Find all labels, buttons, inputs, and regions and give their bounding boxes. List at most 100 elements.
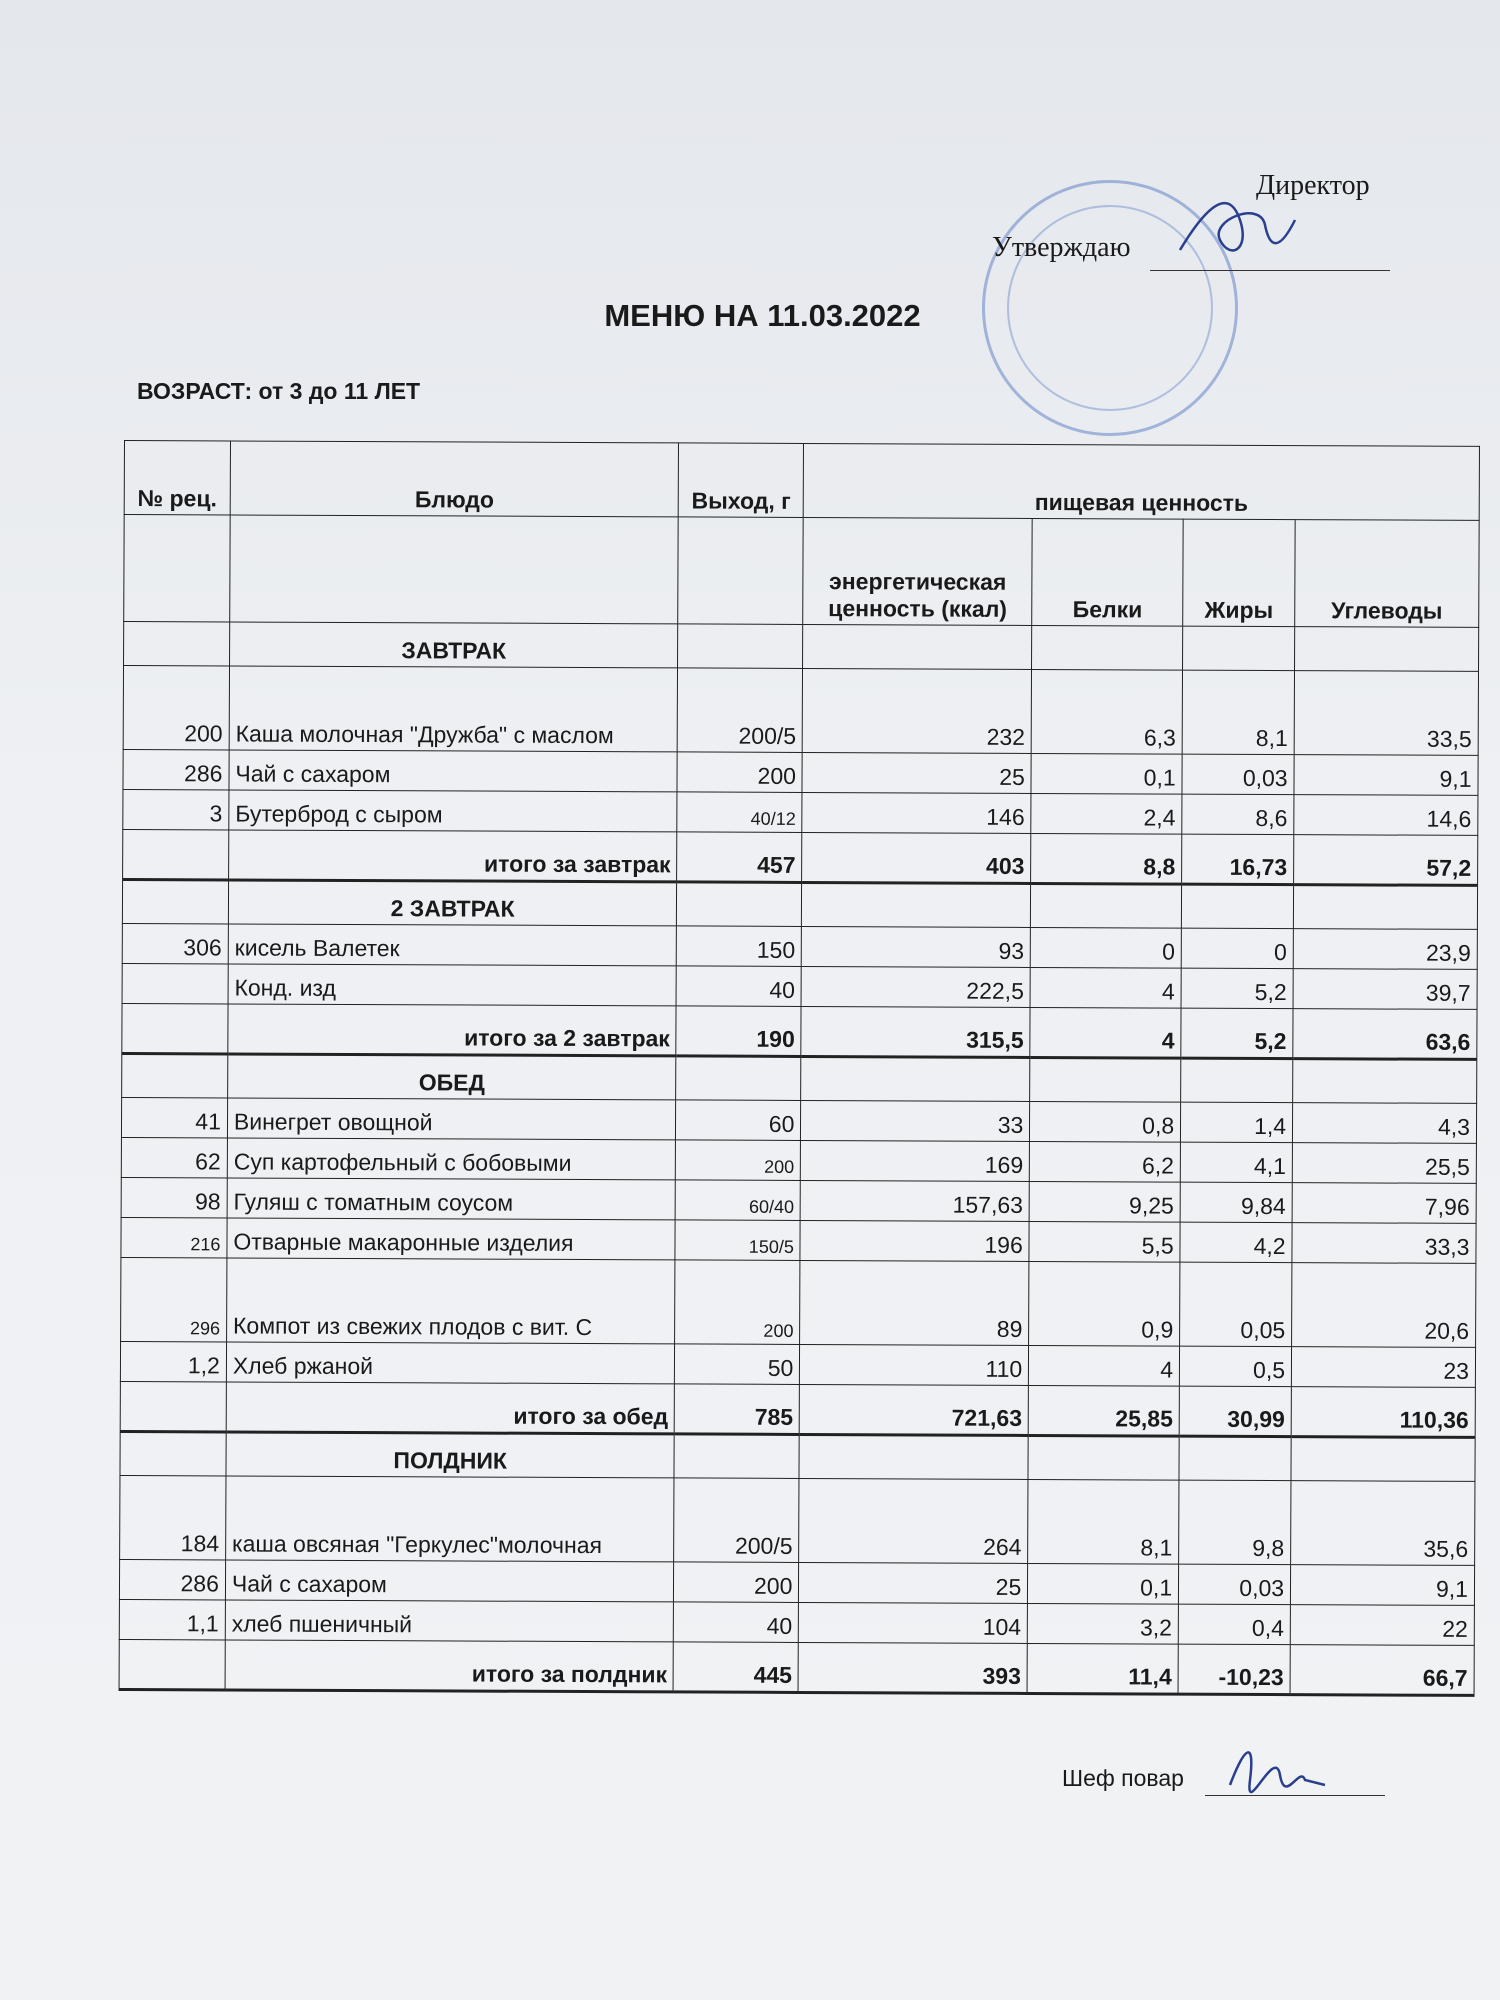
fat-cell: 8,6 [1181,794,1295,835]
energy-cell [802,624,1032,670]
recipe-no-cell: 286 [122,749,230,790]
dish-cell: Компот из свежих плодов с вит. С [226,1257,676,1344]
yield-cell: 200/5 [677,667,803,753]
recipe-no-cell: 200 [123,665,230,750]
dish-cell: итого за 2 завтрак [227,1003,677,1056]
fat-cell [1182,626,1295,671]
header-carbs: Углеводы [1294,519,1480,628]
header-energy: энергетическая ценность (ккал) [803,517,1033,626]
recipe-no-cell: 1,1 [119,1599,226,1640]
page-title: МЕНЮ НА 11.03.2022 [604,298,921,333]
dish-cell: кисель Валетек [228,923,677,966]
yield-cell: 50 [674,1343,800,1385]
energy-cell: 264 [798,1478,1029,1564]
fat-cell: 0,03 [1182,754,1295,795]
table-row: 98 Гуляш с томатным соусом 60/40 157,63 9,25… [121,1177,1477,1224]
recipe-no-cell [123,621,230,666]
protein-cell: 4 [1030,1007,1182,1059]
dish-cell: Чай с сахаром [225,1559,675,1602]
yield-cell [676,1055,802,1101]
header-empty [229,514,679,624]
energy-cell: 25 [802,752,1032,794]
dish-cell: итого за завтрак [228,829,678,882]
protein-cell: 6,3 [1031,669,1183,755]
protein-cell: 5,5 [1029,1221,1181,1263]
section-row: ОБЕД [121,1053,1477,1104]
protein-cell: 9,25 [1029,1181,1181,1223]
chef-signature-line [1205,1795,1385,1796]
total-row: итого за полдник 445 393 11,4 -10,23 66,7 [119,1639,1475,1696]
dish-cell: ПОЛДНИК [225,1431,675,1478]
dish-cell: Бутерброд с сыром [228,789,678,832]
recipe-no-cell: 216 [120,1217,228,1258]
recipe-no-cell [119,1431,227,1476]
protein-cell: 25,85 [1028,1385,1180,1437]
table-row: 1,1 хлеб пшеничный 40 104 3,2 0,4 22 [119,1599,1475,1646]
carbs-cell [1291,1436,1476,1482]
total-row: итого за 2 завтрак 190 315,5 4 5,2 63,6 [121,1003,1478,1060]
energy-cell: 89 [799,1260,1030,1346]
header-nutrition: пищевая ценность [803,443,1480,521]
dish-cell: Гуляш с томатным соусом [227,1177,676,1220]
carbs-cell: 66,7 [1290,1644,1475,1696]
protein-cell: 0,1 [1027,1563,1179,1605]
fat-cell: 0,4 [1178,1604,1291,1645]
yield-cell: 457 [677,831,803,883]
fat-cell: 9,8 [1178,1480,1292,1565]
energy-cell: 33 [800,1100,1030,1142]
carbs-cell: 57,2 [1293,834,1478,886]
protein-cell: 0,9 [1028,1261,1181,1347]
table-row: 62 Суп картофельный с бобовыми 200 169 6,2 4,… [121,1137,1477,1184]
energy-cell: 222,5 [801,966,1031,1008]
protein-cell [1031,625,1183,671]
protein-cell: 0 [1030,927,1182,969]
yield-cell: 445 [673,1641,799,1693]
yield-cell [676,881,802,927]
yield-cell: 40 [676,965,802,1007]
fat-cell: 30,99 [1179,1386,1292,1437]
menu-table: № рец. Блюдо Выход, г пищевая ценность э… [119,440,1480,1697]
yield-cell: 200 [677,751,803,793]
table-row: 216 Отварные макаронные изделия 150/5 196 5,… [120,1217,1477,1264]
header-row-1: № рец. Блюдо Выход, г пищевая ценность [124,440,1480,521]
yield-cell [677,623,804,669]
dish-cell: ЗАВТРАК [229,621,679,668]
recipe-no-cell: 98 [121,1177,228,1218]
table-row: 41 Винегрет овощной 60 33 0,8 1,4 4,3 [121,1097,1477,1144]
protein-cell: 8,1 [1027,1479,1180,1565]
fat-cell: 0 [1181,928,1294,969]
carbs-cell [1293,884,1478,930]
carbs-cell: 33,5 [1294,670,1479,756]
protein-cell: 0,1 [1031,753,1183,795]
recipe-no-cell [122,963,229,1004]
menu-rows: ЗАВТРАК 200 Каша молочная "Дружба" с масло… [119,621,1479,1696]
recipe-no-cell [122,829,229,880]
recipe-no-cell: 184 [119,1475,226,1560]
protein-cell: 3,2 [1027,1603,1179,1645]
dish-cell: ОБЕД [227,1053,677,1100]
protein-cell [1030,883,1182,929]
fat-cell: 4,1 [1180,1142,1293,1183]
recipe-no-cell [120,1381,227,1432]
energy-cell: 104 [798,1602,1028,1644]
chef-signature [1228,1751,1326,1794]
carbs-cell: 4,3 [1292,1102,1477,1144]
header-empty [678,516,804,625]
dish-cell: хлеб пшеничный [225,1599,674,1642]
dish-cell: Винегрет овощной [227,1097,677,1140]
recipe-no-cell [119,1639,226,1690]
protein-cell [1029,1057,1181,1103]
energy-cell [801,882,1031,928]
carbs-cell: 63,6 [1292,1008,1478,1060]
recipe-no-cell: 41 [121,1097,228,1138]
carbs-cell: 9,1 [1290,1564,1475,1606]
dish-cell: итого за обед [226,1381,675,1434]
carbs-cell: 22 [1290,1604,1475,1646]
section-row: ПОЛДНИК [119,1431,1476,1482]
dish-cell: Суп картофельный с бобовыми [227,1137,676,1180]
recipe-no-cell [121,1003,228,1054]
total-row: итого за завтрак 457 403 8,8 16,73 57,2 [122,829,1478,886]
chef-label: Шеф повар [1062,1765,1184,1791]
fat-cell: 0,03 [1178,1564,1291,1605]
